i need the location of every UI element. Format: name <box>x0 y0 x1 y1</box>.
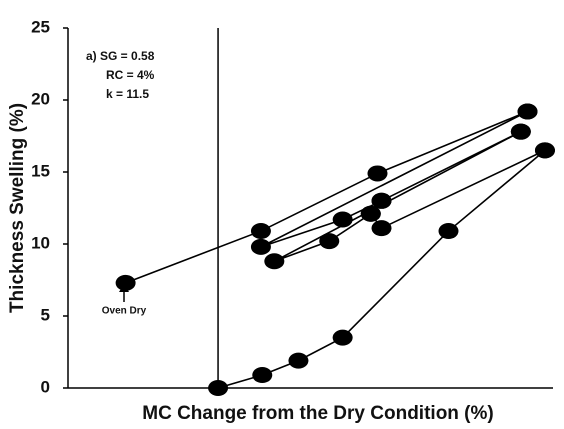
line <box>273 130 522 263</box>
y-tick-label: 0 <box>41 377 50 396</box>
y-tick-label: 10 <box>31 233 50 252</box>
y-tick-label: 25 <box>31 17 50 36</box>
y-axis-title: Thickness Swelling (%) <box>7 103 28 313</box>
annotation: Oven Dry <box>102 306 147 317</box>
marker <box>360 205 381 222</box>
marker <box>250 238 271 255</box>
annotation: RC = 4% <box>106 68 155 82</box>
marker <box>438 223 459 240</box>
marker <box>534 142 555 159</box>
marker <box>371 192 392 209</box>
line <box>260 110 528 248</box>
marker <box>250 223 271 240</box>
marker <box>510 123 531 140</box>
x-axis-title: MC Change from the Dry Condition (%) <box>142 403 493 424</box>
marker <box>264 253 285 270</box>
y-tick-label: 15 <box>31 161 50 180</box>
marker <box>252 367 273 384</box>
marker <box>288 352 309 369</box>
y-tick-label: 20 <box>31 89 50 108</box>
marker <box>319 233 340 250</box>
marker <box>367 165 388 182</box>
annotation: a) SG = 0.58 <box>86 49 155 63</box>
marker <box>371 220 392 237</box>
y-tick-label: 5 <box>41 305 50 324</box>
marker <box>115 274 136 291</box>
line <box>125 110 528 284</box>
marker <box>517 103 538 120</box>
annotation: k = 11.5 <box>106 87 149 101</box>
marker <box>208 380 229 396</box>
marker <box>332 329 353 346</box>
